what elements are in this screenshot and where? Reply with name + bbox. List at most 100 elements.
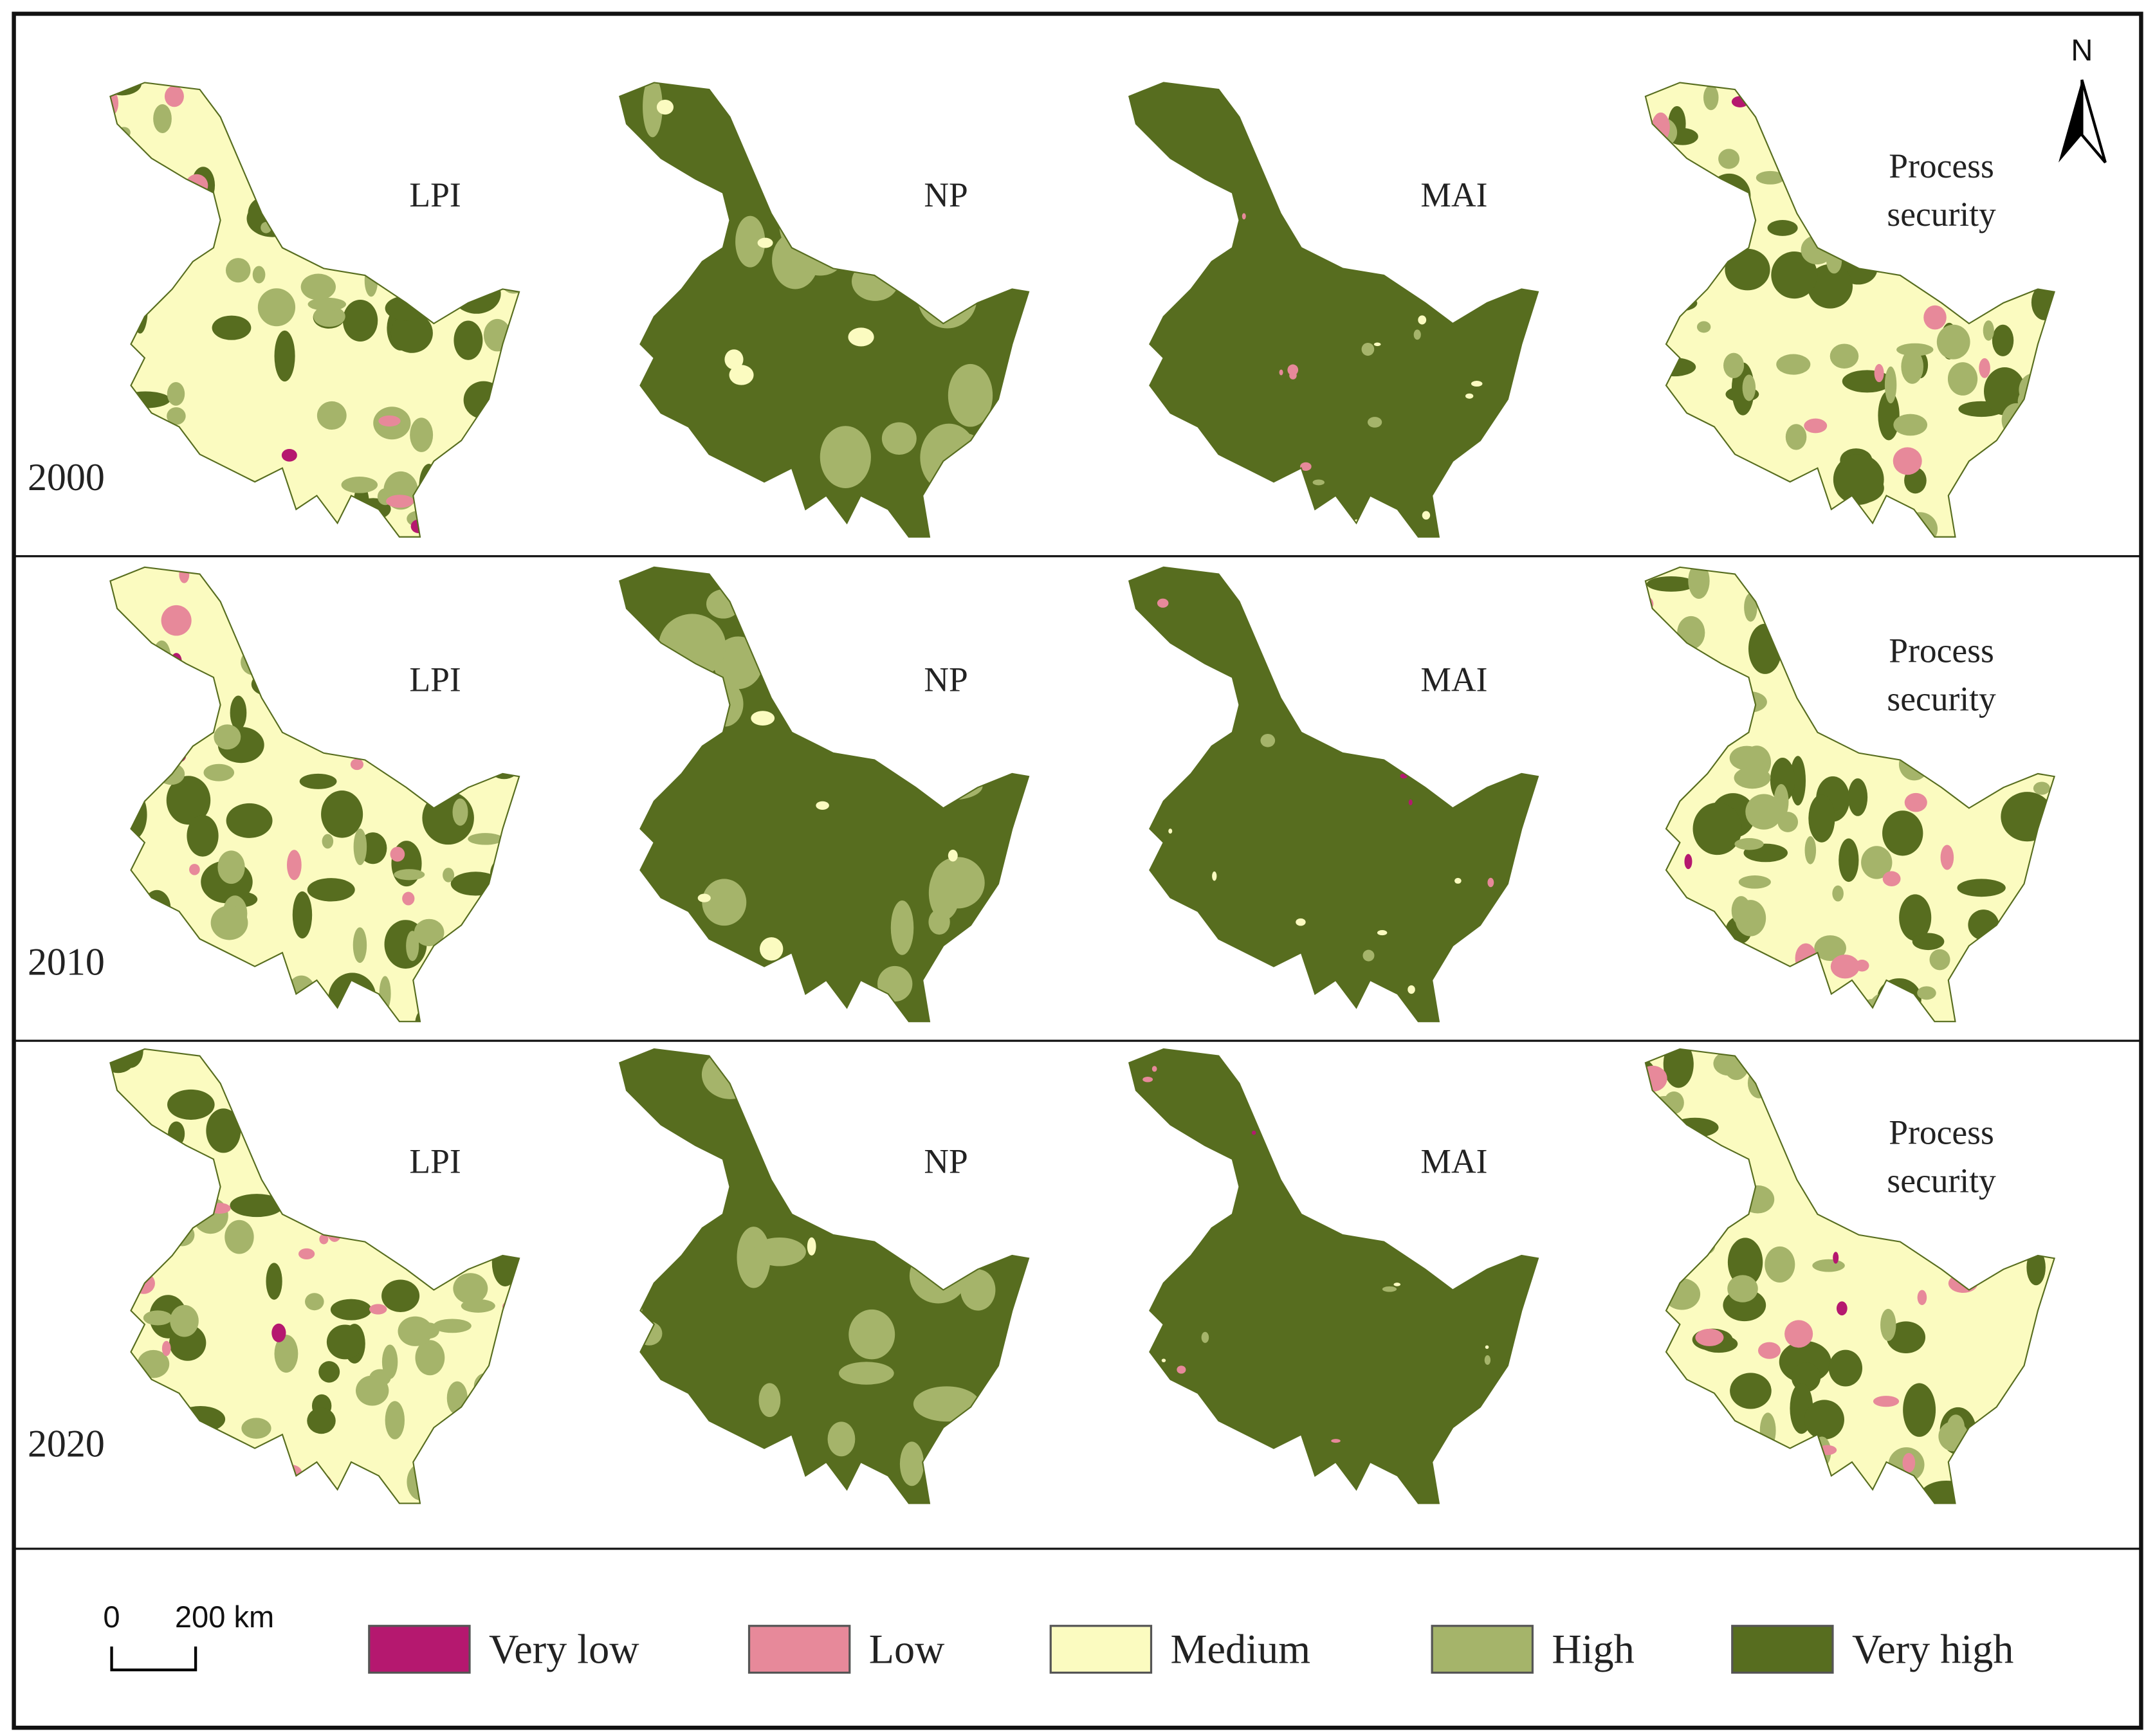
map-patch [237, 1094, 249, 1114]
map-patch [372, 599, 409, 622]
map-patch [420, 643, 451, 662]
map-patch [1111, 460, 1118, 466]
map-patch [1908, 1077, 1935, 1093]
map-patch [260, 1074, 278, 1103]
year-label: 2010 [28, 940, 105, 983]
map-patch [1936, 324, 1970, 360]
map-patch [1765, 968, 1788, 982]
map-patch [473, 1373, 499, 1400]
map-patch [1806, 518, 1840, 537]
map-patch [394, 869, 425, 881]
map-patch [143, 1310, 172, 1326]
map-patch [1141, 666, 1153, 677]
map-patch [408, 1099, 418, 1128]
map-patch [1664, 155, 1683, 168]
map-patch [381, 252, 396, 271]
map-patch [2020, 932, 2038, 954]
map-patch [295, 581, 307, 605]
map-patch [398, 1316, 433, 1346]
map-patch [1645, 365, 1670, 386]
map-patch [331, 567, 353, 580]
map-patch [1899, 1059, 1912, 1075]
map-base [1129, 82, 1538, 537]
map-patch [1756, 506, 1800, 537]
map-patch [1296, 918, 1306, 926]
map-patch [1315, 1006, 1330, 1016]
map-patch [469, 253, 512, 279]
map-patch [1832, 885, 1844, 902]
map-patch [121, 1199, 145, 1243]
map-patch [303, 1082, 318, 1120]
map-patch [643, 82, 663, 138]
map-patch [1747, 1068, 1771, 1099]
map-base [619, 82, 1029, 537]
legend-label: Very low [489, 1627, 639, 1672]
map-patch [415, 1340, 445, 1376]
panel-label: Process security [1887, 1115, 1996, 1201]
map-patch [116, 889, 151, 912]
map-patch [1917, 986, 1936, 1000]
map-patch [1471, 381, 1483, 387]
map-patch [341, 476, 378, 493]
map-patch [1382, 1286, 1397, 1292]
map-patch [1002, 922, 1029, 991]
map-patch [390, 846, 405, 862]
map-patch [1129, 339, 1134, 350]
legend-swatch [747, 1625, 851, 1674]
map-patch [221, 1061, 228, 1071]
map-patch [140, 224, 160, 239]
map-patch [1738, 875, 1771, 889]
map-patch [414, 918, 445, 947]
map-patch [319, 1234, 329, 1245]
map-patch [353, 132, 378, 159]
map-patch [1992, 1061, 2015, 1078]
map-patch [386, 495, 414, 508]
map-patch [111, 754, 156, 781]
map-patch [1651, 112, 1670, 142]
map-patch [757, 610, 821, 670]
map-patch [452, 798, 468, 826]
map-patch [110, 354, 116, 376]
panel-label: NP [924, 176, 967, 214]
panel-label: LPI [409, 176, 461, 214]
map-patch [1133, 783, 1142, 787]
map-patch [1391, 183, 1395, 187]
map-patch [989, 1452, 1013, 1474]
map-patch [81, 791, 98, 825]
map-patch [1917, 1290, 1927, 1306]
map-fill [79, 82, 520, 537]
map-patch [619, 133, 642, 191]
map-patch [1830, 955, 1860, 979]
map-patch [839, 1362, 894, 1385]
map-patch [371, 258, 398, 282]
panel-label: NP [924, 660, 967, 699]
map-patch [2023, 83, 2039, 118]
map-patch [1947, 362, 1978, 396]
map-patch [313, 306, 345, 327]
map-patch [848, 327, 874, 347]
map-patch [1664, 729, 1708, 783]
map-patch [1776, 493, 1791, 509]
map-patch [125, 1206, 145, 1234]
map-patch [1709, 516, 1721, 531]
map-patch [1696, 321, 1711, 333]
map-fill [1129, 1048, 1538, 1504]
map-patch [161, 1429, 174, 1464]
map-patch [230, 1194, 284, 1218]
map-patch [619, 838, 648, 859]
map-patch [79, 138, 101, 149]
map-patch [189, 864, 200, 875]
map-patch [1929, 949, 1950, 971]
map-patch [307, 1473, 333, 1495]
map-patch [619, 1282, 643, 1338]
map-patch [1707, 241, 1719, 269]
map-patch [385, 296, 427, 321]
map-patch [298, 1248, 315, 1260]
map-patch [2004, 1483, 2022, 1504]
map-patch [1408, 985, 1415, 994]
map-patch [167, 381, 185, 406]
map-patch [2034, 599, 2044, 618]
map-patch [2038, 939, 2055, 978]
map-patch [1444, 1497, 1450, 1504]
map-patch [151, 508, 188, 537]
